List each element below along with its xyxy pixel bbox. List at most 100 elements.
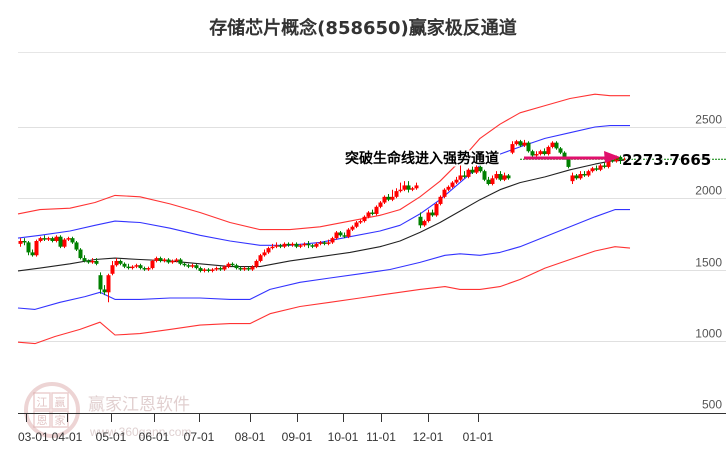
candle bbox=[470, 169, 475, 173]
candle bbox=[54, 236, 59, 241]
watermark: 江赢恩 家 赢家江恩软件 www.360gann.com bbox=[24, 382, 191, 439]
candle bbox=[310, 245, 315, 247]
x-tick-label: 10-01 bbox=[328, 430, 359, 444]
y-tick-label: 1500 bbox=[695, 256, 722, 270]
svg-text:赢: 赢 bbox=[55, 395, 66, 409]
candle bbox=[526, 142, 531, 152]
candle bbox=[290, 243, 295, 246]
candle bbox=[282, 243, 287, 247]
candle bbox=[338, 232, 343, 236]
x-tick-label: 04-01 bbox=[52, 430, 83, 444]
candle bbox=[554, 142, 559, 149]
candle bbox=[26, 242, 31, 253]
candle bbox=[130, 266, 135, 269]
candle bbox=[90, 260, 95, 263]
candle bbox=[22, 241, 27, 243]
candle bbox=[494, 174, 499, 179]
candle bbox=[162, 259, 167, 261]
candle bbox=[410, 188, 415, 190]
candle bbox=[34, 241, 39, 256]
candle bbox=[358, 221, 363, 223]
candle bbox=[190, 265, 195, 267]
candle bbox=[374, 206, 379, 214]
candle bbox=[442, 189, 447, 197]
candle bbox=[490, 178, 495, 184]
candle bbox=[362, 216, 367, 222]
candle bbox=[158, 258, 163, 261]
candle bbox=[142, 268, 147, 270]
candle bbox=[62, 239, 67, 247]
candle bbox=[510, 144, 515, 153]
candle bbox=[274, 245, 279, 247]
x-tick-label: 03-01 bbox=[18, 430, 49, 444]
candle bbox=[430, 212, 435, 216]
candle bbox=[398, 189, 403, 192]
x-tick-label: 01-01 bbox=[463, 430, 494, 444]
candle bbox=[458, 175, 463, 180]
candle bbox=[174, 259, 179, 261]
candle bbox=[610, 159, 615, 162]
candle bbox=[318, 242, 323, 244]
candle bbox=[586, 171, 591, 176]
candle bbox=[598, 165, 603, 170]
candle bbox=[406, 185, 411, 190]
last-price-label: 2273.7665 bbox=[622, 151, 711, 169]
candle bbox=[482, 171, 487, 180]
chart-title: 存储芯片概念(858650)赢家极反通道 bbox=[209, 18, 517, 39]
candle bbox=[534, 154, 539, 156]
x-tick-label: 05-01 bbox=[96, 430, 127, 444]
candle bbox=[450, 182, 455, 187]
y-tick-label: 500 bbox=[702, 398, 722, 412]
candle bbox=[574, 175, 579, 179]
candle bbox=[218, 268, 223, 270]
y-tick-label: 1000 bbox=[695, 327, 722, 341]
y-tick-label: 2000 bbox=[695, 184, 722, 198]
candle bbox=[18, 241, 23, 244]
candle bbox=[622, 159, 627, 161]
candle bbox=[230, 263, 235, 266]
lower-inner-band-line bbox=[17, 209, 630, 310]
candle bbox=[558, 148, 563, 153]
y-tick-label: 2500 bbox=[695, 113, 722, 127]
candle bbox=[66, 238, 71, 240]
candle bbox=[202, 269, 207, 271]
candle bbox=[46, 238, 51, 240]
x-tick-label: 07-01 bbox=[184, 430, 215, 444]
signal-annotation: 突破生命线进入强势通道 bbox=[345, 150, 499, 167]
svg-text:恩: 恩 bbox=[37, 414, 48, 427]
candle bbox=[322, 242, 327, 244]
x-tick-label: 06-01 bbox=[139, 430, 170, 444]
candle bbox=[546, 146, 551, 155]
candle bbox=[50, 238, 55, 241]
candle bbox=[302, 243, 307, 246]
candle bbox=[426, 212, 431, 222]
candle bbox=[102, 289, 107, 293]
candle bbox=[538, 151, 543, 155]
x-axis: 03-01 04-01 05-01 06-01 07-01 08-01 09-01 10-01… bbox=[18, 413, 726, 444]
x-tick-label: 11-01 bbox=[366, 430, 396, 444]
candle bbox=[166, 259, 171, 263]
candle bbox=[194, 265, 199, 269]
candle bbox=[78, 249, 83, 259]
candle bbox=[206, 269, 211, 271]
candle bbox=[438, 196, 443, 204]
candle bbox=[346, 229, 351, 237]
candles bbox=[18, 139, 627, 303]
candle bbox=[446, 186, 451, 190]
candle bbox=[298, 245, 303, 247]
logo-icon bbox=[24, 382, 80, 438]
svg-text:江: 江 bbox=[37, 396, 48, 409]
svg-text:家: 家 bbox=[55, 413, 66, 427]
candle bbox=[418, 216, 423, 226]
candle bbox=[466, 169, 471, 177]
candle bbox=[182, 263, 187, 266]
candle bbox=[106, 275, 111, 293]
candle bbox=[378, 202, 383, 207]
candle bbox=[578, 174, 583, 179]
candle bbox=[134, 265, 139, 267]
grid-lines bbox=[18, 127, 726, 342]
lower-outer-band-line bbox=[17, 246, 631, 345]
candle bbox=[234, 265, 239, 269]
x-tick-label: 12-01 bbox=[413, 430, 444, 444]
candle bbox=[270, 246, 275, 249]
